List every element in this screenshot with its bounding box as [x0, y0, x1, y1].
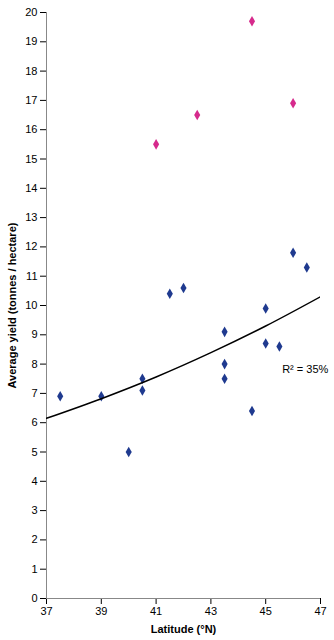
- svg-text:39: 39: [95, 605, 107, 617]
- svg-text:14: 14: [25, 182, 37, 194]
- svg-text:3: 3: [31, 504, 37, 516]
- svg-text:R² = 35%: R² = 35%: [282, 363, 328, 375]
- svg-text:13: 13: [25, 211, 37, 223]
- svg-text:16: 16: [25, 123, 37, 135]
- svg-text:37: 37: [40, 605, 52, 617]
- svg-text:4: 4: [31, 475, 37, 487]
- svg-text:8: 8: [31, 358, 37, 370]
- svg-text:Latitude (°N): Latitude (°N): [151, 623, 217, 635]
- svg-text:18: 18: [25, 65, 37, 77]
- svg-text:15: 15: [25, 153, 37, 165]
- svg-text:6: 6: [31, 416, 37, 428]
- svg-text:47: 47: [314, 605, 326, 617]
- svg-text:20: 20: [25, 6, 37, 18]
- svg-text:9: 9: [31, 328, 37, 340]
- svg-text:17: 17: [25, 94, 37, 106]
- svg-text:43: 43: [205, 605, 217, 617]
- svg-text:12: 12: [25, 240, 37, 252]
- svg-text:1: 1: [31, 563, 37, 575]
- svg-text:41: 41: [150, 605, 162, 617]
- svg-text:45: 45: [260, 605, 272, 617]
- svg-text:11: 11: [26, 270, 37, 282]
- svg-text:5: 5: [31, 446, 37, 458]
- svg-text:0: 0: [31, 592, 37, 604]
- svg-text:Average yield (tonnes / hectar: Average yield (tonnes / hectare): [6, 222, 18, 388]
- svg-text:10: 10: [25, 299, 37, 311]
- svg-text:2: 2: [31, 533, 37, 545]
- svg-text:19: 19: [25, 35, 37, 47]
- svg-text:7: 7: [31, 387, 37, 399]
